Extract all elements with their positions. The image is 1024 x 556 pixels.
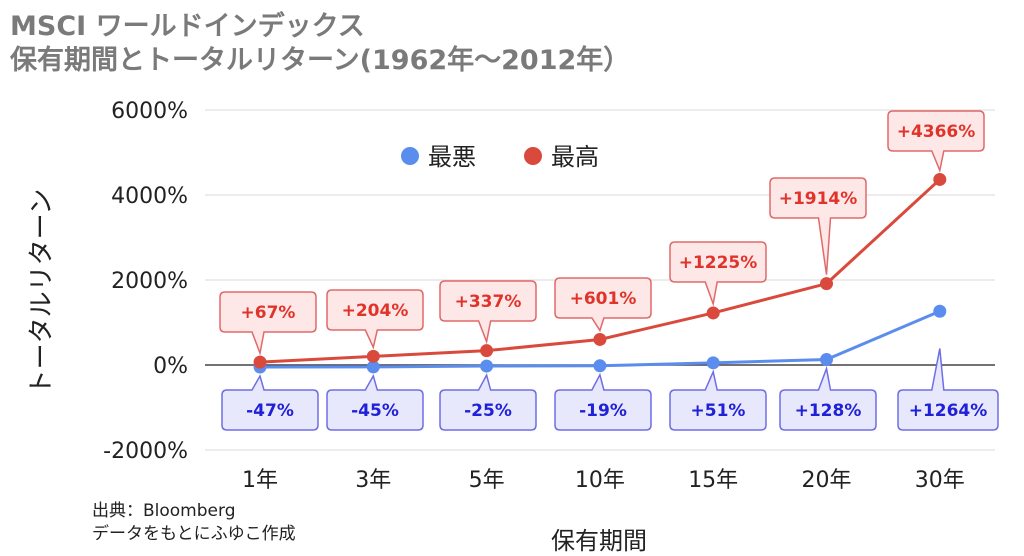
data-point-best xyxy=(706,306,720,320)
best-value-label: +601% xyxy=(570,289,637,309)
x-tick-label: 10年 xyxy=(575,468,625,493)
data-point-worst xyxy=(480,359,494,373)
best-value-label: +67% xyxy=(241,303,296,323)
x-tick-label: 15年 xyxy=(688,468,738,493)
y-tick-label: 6000% xyxy=(111,99,188,124)
worst-value-label: -19% xyxy=(579,401,627,421)
worst-value-callout xyxy=(221,374,319,431)
data-point-best xyxy=(253,355,267,369)
legend-marker-worst xyxy=(401,147,419,165)
y-tick-label: 2000% xyxy=(111,269,188,294)
legend-label-worst: 最悪 xyxy=(428,143,476,171)
x-tick-label: 20年 xyxy=(802,468,852,493)
best-value-label: +1914% xyxy=(779,189,858,209)
data-point-best xyxy=(933,172,947,186)
source-note-line1: 出典：Bloomberg xyxy=(92,501,236,521)
data-point-best xyxy=(480,344,494,358)
worst-value-callout xyxy=(897,348,999,431)
best-value-callout xyxy=(439,280,537,345)
data-point-best xyxy=(820,277,833,291)
y-tick-label: -2000% xyxy=(103,439,188,464)
best-value-label: +4366% xyxy=(897,122,976,142)
x-tick-label: 5年 xyxy=(469,468,505,493)
x-tick-label: 1年 xyxy=(242,468,278,493)
x-tick-label: 30年 xyxy=(915,468,965,493)
data-point-worst xyxy=(593,359,607,373)
best-value-callout xyxy=(219,291,317,356)
source-note-line2: データをもとにふゆこ作成 xyxy=(92,524,296,544)
data-point-best xyxy=(593,332,607,346)
best-value-label: +204% xyxy=(342,301,409,321)
best-value-callout xyxy=(554,277,652,333)
data-point-best xyxy=(366,349,380,363)
worst-value-callout xyxy=(554,372,652,431)
y-axis-title: トータルリターン xyxy=(27,189,57,396)
data-point-worst xyxy=(706,356,720,370)
best-value-callout xyxy=(326,289,424,350)
best-value-label: +337% xyxy=(455,292,522,312)
worst-value-callout xyxy=(326,373,424,431)
worst-value-label: +1264% xyxy=(909,401,988,421)
chart-title-line2: 保有期間とトータルリターン(1962年～2012年） xyxy=(10,45,631,76)
worst-value-label: -47% xyxy=(246,401,294,421)
worst-value-callout xyxy=(439,373,537,431)
data-point-worst xyxy=(366,360,380,374)
data-point-worst xyxy=(933,304,947,318)
best-value-callout xyxy=(769,177,867,275)
y-tick-label: 4000% xyxy=(111,184,188,209)
worst-value-label: -25% xyxy=(464,401,512,421)
worst-value-callout xyxy=(669,369,767,431)
x-tick-label: 3年 xyxy=(355,468,391,493)
x-axis-title: 保有期間 xyxy=(551,527,647,555)
worst-value-label: -45% xyxy=(351,401,399,421)
worst-value-label: +128% xyxy=(795,401,862,421)
best-value-label: +1225% xyxy=(679,253,758,273)
worst-value-label: +51% xyxy=(691,401,746,421)
y-tick-label: 0% xyxy=(153,354,188,379)
legend-marker-best xyxy=(524,147,542,165)
legend-label-best: 最高 xyxy=(551,143,599,171)
worst-value-callout xyxy=(779,365,877,431)
data-point-worst xyxy=(820,353,833,367)
best-value-callout xyxy=(887,110,985,173)
best-value-callout xyxy=(669,241,767,307)
chart-title-line1: MSCI ワールドインデックス xyxy=(10,11,365,42)
